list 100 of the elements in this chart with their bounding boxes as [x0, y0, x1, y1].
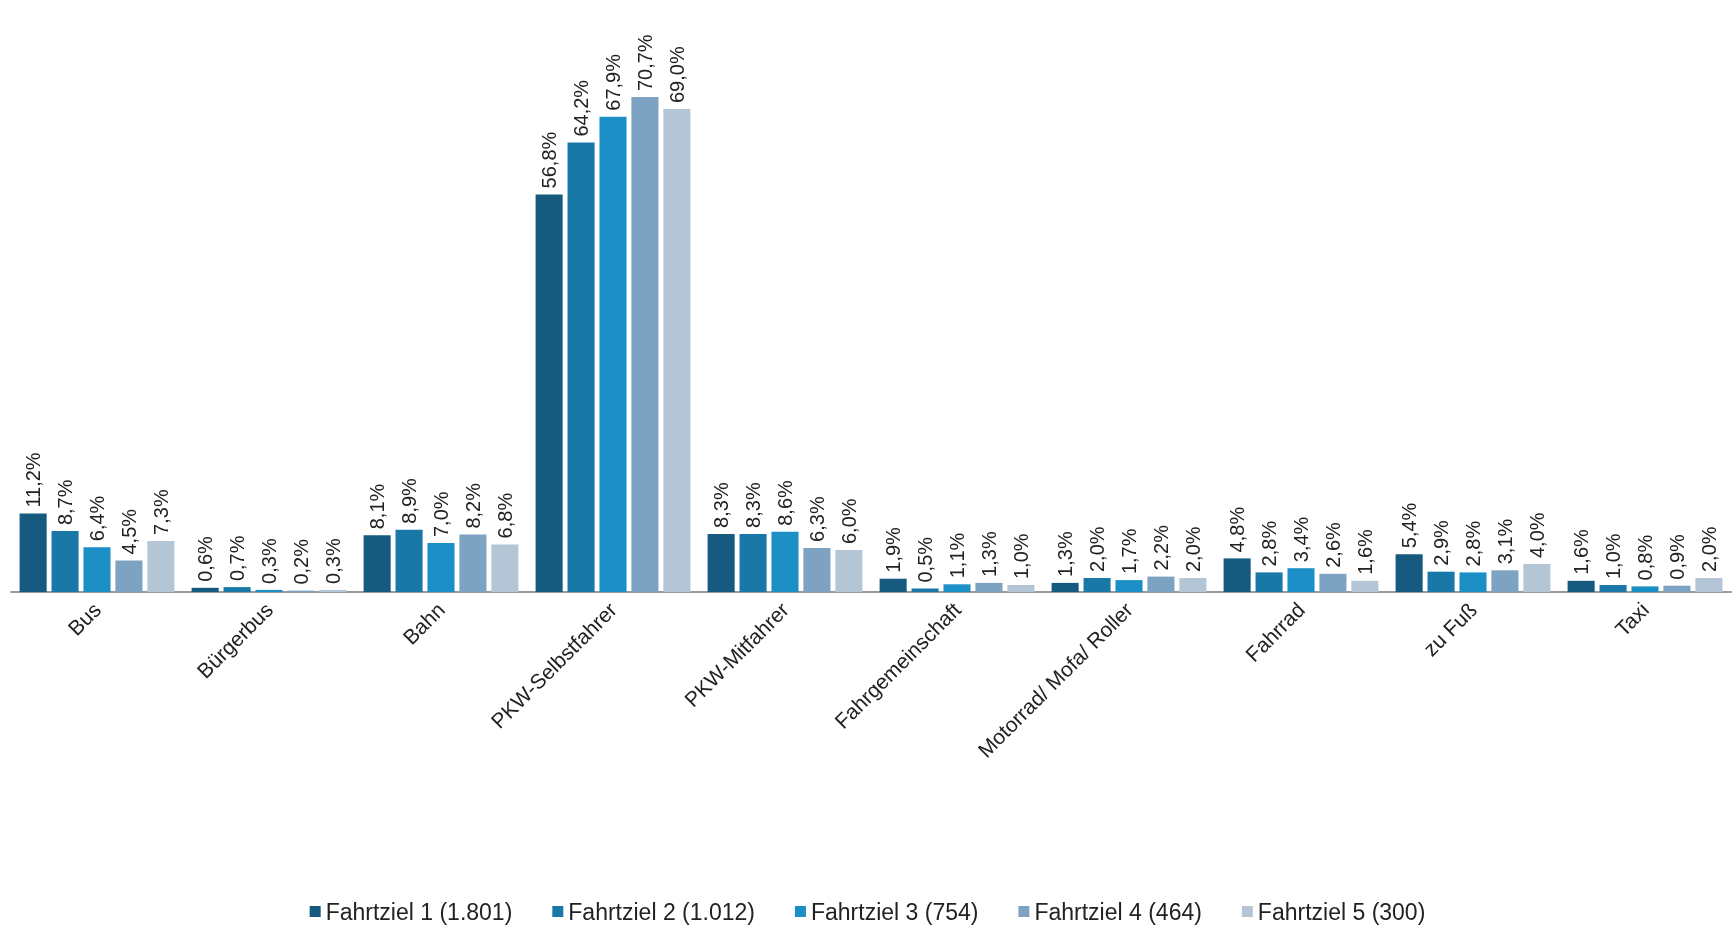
bar	[1351, 580, 1379, 592]
legend-label: Fahrtziel 5 (300)	[1257, 898, 1426, 925]
legend-label: Fahrtziel 2 (1.012)	[568, 898, 755, 925]
bar	[1427, 571, 1455, 592]
bar	[1319, 573, 1347, 592]
data-label: 1,6%	[1570, 529, 1593, 575]
data-label: 2,0%	[1181, 526, 1204, 572]
bar	[1395, 554, 1423, 592]
bar	[1631, 586, 1659, 592]
bar	[1695, 578, 1723, 592]
data-label: 2,0%	[1086, 526, 1109, 572]
data-label: 2,9%	[1430, 519, 1453, 566]
data-label: 1,1%	[946, 532, 968, 579]
data-label: 2,2%	[1149, 524, 1172, 571]
bar	[147, 540, 175, 592]
data-label: 8,3%	[710, 482, 733, 528]
data-label: 67,9%	[602, 53, 624, 111]
bar	[879, 578, 907, 592]
data-label: 56,8%	[538, 131, 561, 189]
bar	[835, 550, 863, 592]
bar	[115, 560, 143, 592]
data-label: 4,0%	[1525, 512, 1548, 558]
bar	[363, 535, 391, 592]
bar	[427, 543, 455, 592]
x-tick-label: Bus	[63, 597, 106, 640]
bar	[395, 529, 423, 592]
bar	[1051, 582, 1079, 592]
bar	[771, 531, 799, 592]
bar	[83, 547, 111, 592]
bar	[663, 109, 691, 592]
data-label: 0,7%	[226, 535, 249, 582]
bar	[1115, 580, 1143, 592]
legend-label: Fahrtziel 4 (464)	[1034, 898, 1202, 925]
legend-label: Fahrtziel 3 (754)	[810, 898, 979, 925]
bar	[1179, 578, 1207, 592]
data-label: 3,4%	[1290, 516, 1312, 563]
data-label: 0,6%	[194, 536, 217, 582]
bar	[975, 582, 1003, 592]
data-label: 8,1%	[366, 483, 389, 530]
data-label: 8,9%	[398, 477, 421, 524]
bar	[739, 533, 767, 592]
bar	[631, 97, 659, 592]
bar	[19, 513, 47, 592]
data-label: 0,9%	[1665, 533, 1688, 580]
data-label: 2,8%	[1258, 520, 1281, 567]
bar	[1147, 576, 1175, 592]
x-tick-label: zu Fuß	[1418, 597, 1482, 661]
bar	[1223, 558, 1251, 592]
bar	[223, 587, 251, 592]
data-label: 2,8%	[1462, 520, 1484, 567]
bar	[491, 544, 519, 592]
data-label: 11,2%	[22, 452, 45, 508]
data-label: 8,2%	[461, 482, 484, 529]
data-label: 1,0%	[1602, 533, 1625, 579]
data-label: 1,7%	[1118, 528, 1140, 575]
bar	[319, 589, 347, 592]
data-label: 7,0%	[430, 491, 452, 537]
data-label: 0,5%	[914, 536, 937, 583]
data-label: 6,8%	[493, 492, 516, 539]
bar	[1523, 564, 1551, 592]
data-label: 0,3%	[321, 538, 344, 584]
bar	[1663, 585, 1691, 592]
bar	[1459, 572, 1487, 592]
data-label: 8,6%	[774, 480, 796, 526]
bar	[255, 589, 283, 592]
data-label: 0,3%	[258, 538, 280, 584]
bar	[599, 116, 627, 592]
data-label: 2,6%	[1321, 522, 1344, 568]
data-label: 1,3%	[1054, 531, 1077, 577]
data-label: 4,8%	[1226, 506, 1249, 553]
data-label: 7,3%	[149, 489, 172, 535]
bar	[1567, 580, 1595, 592]
legend-label: Fahrtziel 1 (1.801)	[325, 898, 513, 925]
data-label: 6,0%	[837, 498, 860, 544]
bar	[1599, 585, 1627, 592]
data-label: 5,4%	[1398, 502, 1421, 549]
data-label: 6,4%	[86, 495, 108, 542]
data-label: 1,0%	[1009, 533, 1032, 579]
data-label: 6,3%	[805, 496, 828, 542]
bar	[1287, 568, 1315, 592]
data-label: 8,3%	[742, 482, 765, 528]
data-label: 4,5%	[117, 508, 140, 555]
data-label: 0,2%	[289, 538, 312, 585]
bar	[1255, 572, 1283, 592]
data-label: 3,1%	[1493, 518, 1516, 565]
bar	[707, 533, 735, 592]
data-label: 70,7%	[633, 34, 656, 92]
data-label: 1,6%	[1353, 529, 1376, 575]
data-label: 1,9%	[882, 526, 905, 573]
data-label: 64,2%	[570, 79, 593, 137]
bar	[943, 584, 971, 592]
bar	[1007, 585, 1035, 592]
bar	[51, 531, 79, 592]
bar	[803, 547, 831, 592]
bar	[1491, 570, 1519, 592]
data-label: 2,0%	[1697, 526, 1720, 572]
data-label: 8,7%	[54, 479, 77, 526]
x-tick-label: Taxi	[1610, 597, 1654, 641]
bar	[459, 534, 487, 592]
data-label: 1,3%	[977, 531, 1000, 577]
